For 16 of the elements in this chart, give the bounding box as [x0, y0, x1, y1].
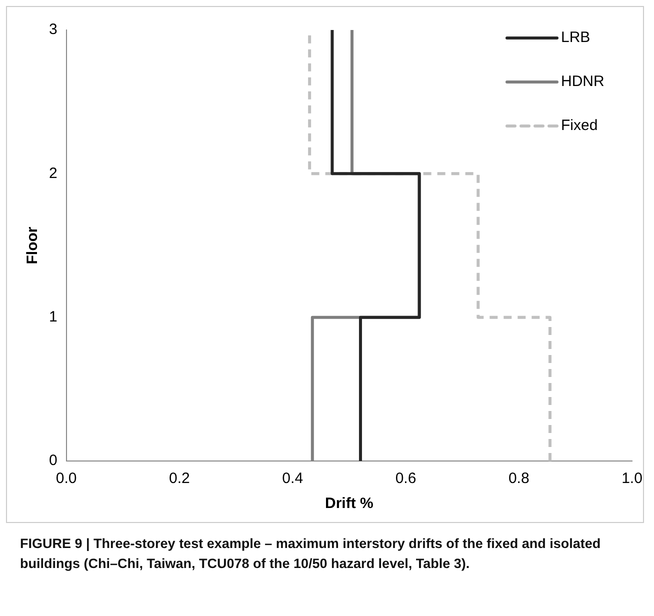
y-tick-label: 1	[49, 308, 58, 326]
x-axis-title: Drift %	[325, 495, 374, 512]
y-axis-title: Floor	[24, 226, 42, 264]
x-tick-label: 0.0	[56, 470, 77, 488]
x-tick-label: 0.4	[282, 470, 304, 488]
x-tick-label: 0.6	[395, 470, 416, 488]
legend-label: HDNR	[561, 73, 604, 90]
x-tick-label: 0.2	[169, 470, 190, 488]
legend-label: Fixed	[561, 117, 598, 134]
legend-label: LRB	[561, 29, 590, 46]
y-tick-label: 2	[49, 164, 58, 182]
y-tick-label: 0	[49, 452, 58, 470]
x-tick-label: 0.8	[508, 470, 530, 488]
y-tick-label: 3	[49, 21, 58, 38]
x-tick-label: 1.0	[622, 470, 642, 488]
caption: FIGURE 9 | Three-storey test example – maximum interstory drifts of the fixed and isolated buildings (Chi–Chi, Taiwan, TCU078 of the 10/50 hazard level, Table 3).	[20, 535, 602, 573]
